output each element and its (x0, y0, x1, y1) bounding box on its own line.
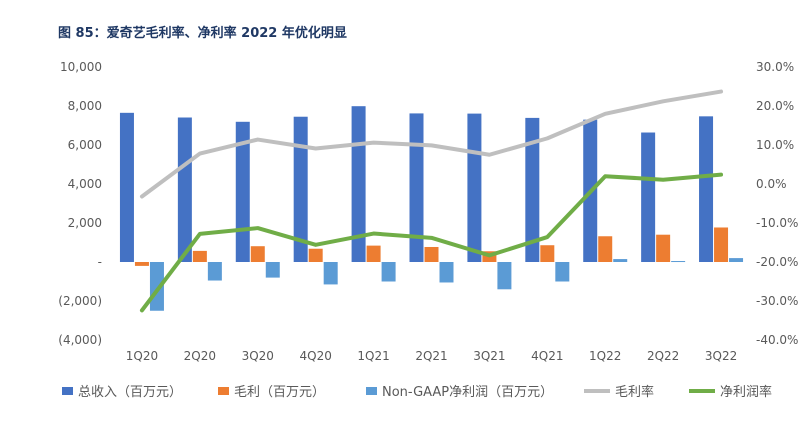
x-tick-label: 4Q21 (531, 349, 563, 363)
left-tick-label: 6,000 (68, 138, 102, 152)
bar (149, 262, 164, 311)
bar (439, 262, 454, 283)
figure-title: 图 85：爱奇艺毛利率、净利率 2022 年优化明显 (58, 26, 347, 41)
left-tick-label: 8,000 (68, 99, 102, 113)
bar (192, 250, 207, 262)
x-tick-label: 3Q20 (242, 349, 274, 363)
bar (598, 236, 613, 262)
x-tick-label: 1Q22 (589, 349, 621, 363)
series-line (139, 172, 724, 313)
bar (308, 248, 323, 262)
bar (250, 246, 265, 262)
left-tick-label: (4,000) (58, 333, 102, 347)
x-tick-label: 3Q21 (473, 349, 505, 363)
left-tick-label: 10,000 (60, 60, 102, 74)
right-tick-label: -30.0% (756, 294, 798, 308)
bar (409, 113, 424, 262)
left-tick-label: 2,000 (68, 216, 102, 230)
bar (177, 117, 192, 262)
legend-label: Non-GAAP净利润（百万元） (382, 385, 553, 400)
left-tick-label: (2,000) (58, 294, 102, 308)
x-tick-label: 3Q22 (705, 349, 737, 363)
bar (424, 246, 439, 262)
series-line (139, 89, 724, 199)
bar (699, 116, 714, 263)
bar (366, 245, 381, 262)
bar (671, 261, 686, 263)
left-axis: (4,000) (2,000) - 2,000 4,000 6,000 8,000 10,00… (58, 60, 102, 347)
right-tick-label: 30.0% (756, 60, 794, 74)
legend-swatch (62, 387, 73, 395)
bar (265, 262, 280, 278)
x-axis-labels: 1Q20 2Q20 3Q20 4Q20 1Q21 2Q21 3Q21 4Q21 1Q22 2Q22… (126, 349, 737, 363)
legend-label: 毛利率 (615, 384, 654, 400)
bar (729, 258, 744, 262)
bar (497, 262, 512, 290)
bars-layer (119, 106, 744, 311)
x-tick-label: 2Q21 (415, 349, 447, 363)
legend-swatch (366, 387, 377, 395)
left-tick-label: 4,000 (68, 177, 102, 191)
right-tick-label: 10.0% (756, 138, 794, 152)
bar (207, 262, 222, 281)
bar (119, 112, 134, 262)
left-tick-label: - (98, 255, 102, 269)
right-axis: -40.0% -30.0% -20.0% -10.0% 0.0% 10.0% 20.0% 30… (756, 60, 798, 347)
bar (467, 113, 482, 262)
right-tick-label: 0.0% (756, 177, 787, 191)
bar (525, 117, 540, 263)
bar (714, 227, 729, 262)
x-tick-label: 2Q22 (647, 349, 679, 363)
bar (381, 262, 396, 282)
bar (656, 234, 671, 262)
bar (540, 245, 555, 262)
x-tick-label: 4Q20 (300, 349, 332, 363)
right-tick-label: 20.0% (756, 99, 794, 113)
x-tick-label: 2Q20 (184, 349, 216, 363)
right-tick-label: -40.0% (756, 333, 798, 347)
legend-label: 总收入（百万元） (78, 385, 182, 400)
right-tick-label: -10.0% (756, 216, 798, 230)
legend-swatch (218, 387, 229, 395)
bar (323, 262, 338, 285)
bar (235, 121, 250, 262)
bar (641, 132, 656, 262)
bar (134, 262, 149, 266)
legend-label: 毛利（百万元） (234, 385, 325, 400)
right-tick-label: -20.0% (756, 255, 798, 269)
bar (293, 116, 308, 262)
x-tick-label: 1Q20 (126, 349, 158, 363)
x-tick-label: 1Q21 (357, 349, 389, 363)
legend-label: 净利润率 (720, 384, 772, 400)
legend: 总收入（百万元） 毛利（百万元） Non-GAAP净利润（百万元） 毛利率 净利润率 (62, 384, 772, 400)
lines-layer (139, 89, 724, 313)
bar (555, 262, 570, 282)
bar (613, 259, 628, 262)
